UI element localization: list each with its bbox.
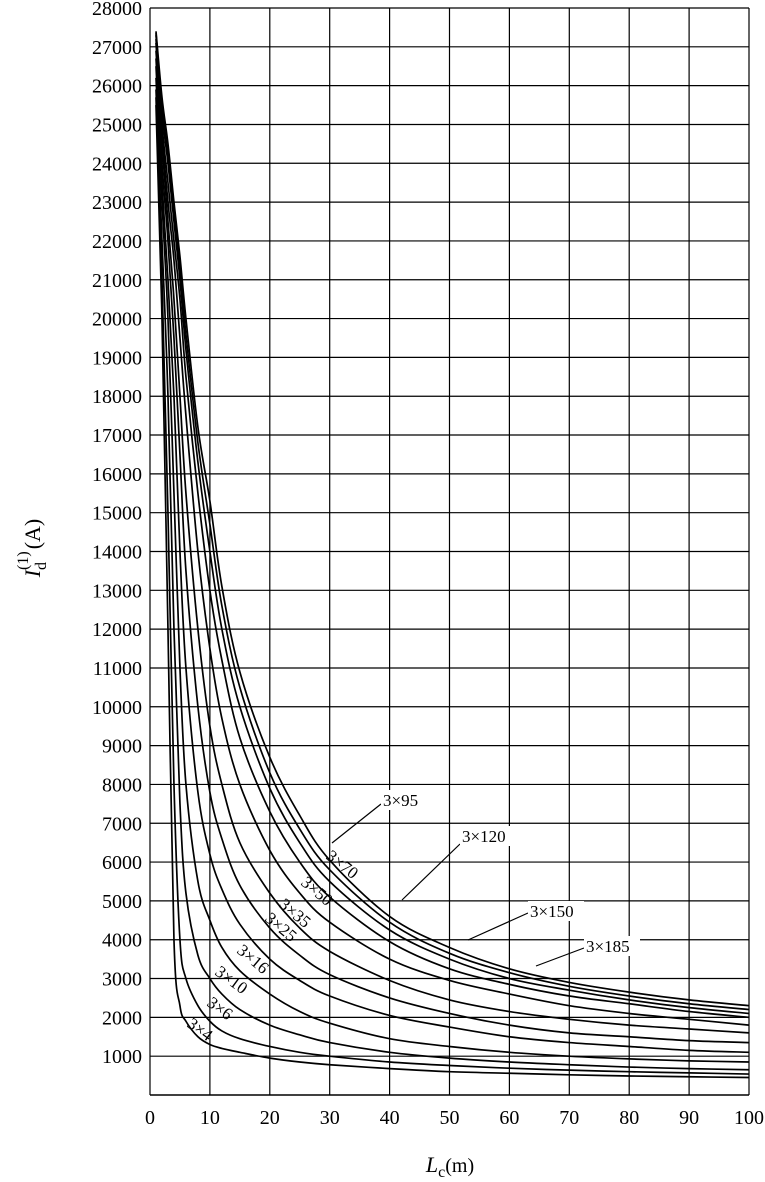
y-tick-label: 20000: [92, 309, 142, 331]
x-tick-label: 90: [679, 1107, 699, 1129]
tick-labels: 0 10 20 30 40 50 60 70 80 90 100 1000 2000 3000 4000 50…: [92, 0, 764, 1129]
series-line: [155, 58, 750, 1044]
y-tick-label: 10000: [92, 697, 142, 719]
x-tick-label: 70: [559, 1107, 579, 1129]
series-line: [155, 66, 750, 1054]
y-tick-label: 9000: [102, 736, 142, 758]
series-line: [155, 77, 750, 1063]
series-line: [155, 50, 750, 1034]
y-tick-label: 26000: [92, 76, 142, 98]
svg-text:Lc(m): Lc(m): [425, 1152, 474, 1181]
x-axis-label-symbol: L: [425, 1152, 438, 1177]
x-axis-label-subscript: c: [438, 1164, 445, 1181]
x-axis-label: Lc(m): [425, 1152, 474, 1181]
y-tick-label: 6000: [102, 852, 142, 874]
x-tick-label: 10: [200, 1107, 220, 1129]
curve-label-background: [381, 790, 427, 810]
curve-label-leader: [467, 912, 529, 941]
curve-label: 3×185: [586, 937, 630, 956]
y-axis-label-superscript: (1): [15, 551, 32, 570]
x-axis-label-unit: (m): [445, 1155, 474, 1177]
series-line: [155, 42, 750, 1026]
curve-label-background: [460, 826, 516, 846]
y-tick-label: 1000: [102, 1046, 142, 1068]
curve-label-leader: [331, 803, 382, 844]
x-tick-label: 20: [260, 1107, 280, 1129]
series-line: [155, 33, 750, 1011]
y-tick-label: 24000: [92, 153, 142, 175]
curve-label-background: [528, 901, 584, 921]
y-tick-label: 2000: [102, 1007, 142, 1029]
y-tick-label: 22000: [92, 231, 142, 253]
series-line: [155, 97, 750, 1075]
x-tick-label: 40: [380, 1107, 400, 1129]
y-tick-label: 15000: [92, 503, 142, 525]
grid: [149, 7, 750, 1096]
x-tick-label: 0: [145, 1107, 155, 1129]
x-tick-label: 80: [619, 1107, 639, 1129]
x-tick-label: 30: [320, 1107, 340, 1129]
curve-label-leader: [535, 947, 585, 967]
y-tick-label: 8000: [102, 774, 142, 796]
y-axis-label-unit: (A): [20, 519, 45, 550]
x-tick-label: 60: [499, 1107, 519, 1129]
y-tick-label: 11000: [93, 658, 142, 680]
curve-label: 3×120: [462, 827, 506, 846]
svg-text:Id(1)(A): Id(1)(A): [15, 519, 50, 579]
y-tick-label: 12000: [92, 619, 142, 641]
y-tick-label: 17000: [92, 425, 142, 447]
y-tick-label: 25000: [92, 114, 142, 136]
y-tick-label: 7000: [102, 813, 142, 835]
curve-label: 3×150: [530, 902, 574, 921]
curve-label: 3×95: [383, 791, 418, 810]
y-axis-label-symbol: I: [20, 568, 45, 578]
y-tick-label: 4000: [102, 930, 142, 952]
y-axis-label: Id(1)(A): [15, 519, 50, 579]
x-tick-label: 100: [734, 1107, 764, 1129]
y-tick-label: 28000: [92, 0, 142, 20]
series-line: [155, 35, 750, 1015]
y-tick-label: 13000: [92, 580, 142, 602]
y-tick-label: 23000: [92, 192, 142, 214]
y-axis-label-subscript: d: [33, 562, 50, 570]
y-tick-label: 27000: [92, 37, 142, 59]
y-tick-label: 18000: [92, 386, 142, 408]
series-line: [155, 105, 750, 1079]
series-line: [155, 39, 750, 1019]
y-tick-label: 14000: [92, 542, 142, 564]
curve-label-leader: [401, 843, 461, 901]
curve-label-background: [584, 936, 640, 956]
y-tick-label: 16000: [92, 464, 142, 486]
curves: [155, 31, 750, 1079]
series-line: [155, 31, 750, 1007]
y-tick-label: 5000: [102, 891, 142, 913]
x-tick-label: 50: [440, 1107, 460, 1129]
y-tick-label: 19000: [92, 347, 142, 369]
series-line: [155, 89, 750, 1071]
y-tick-label: 3000: [102, 969, 142, 991]
y-tick-label: 21000: [92, 270, 142, 292]
